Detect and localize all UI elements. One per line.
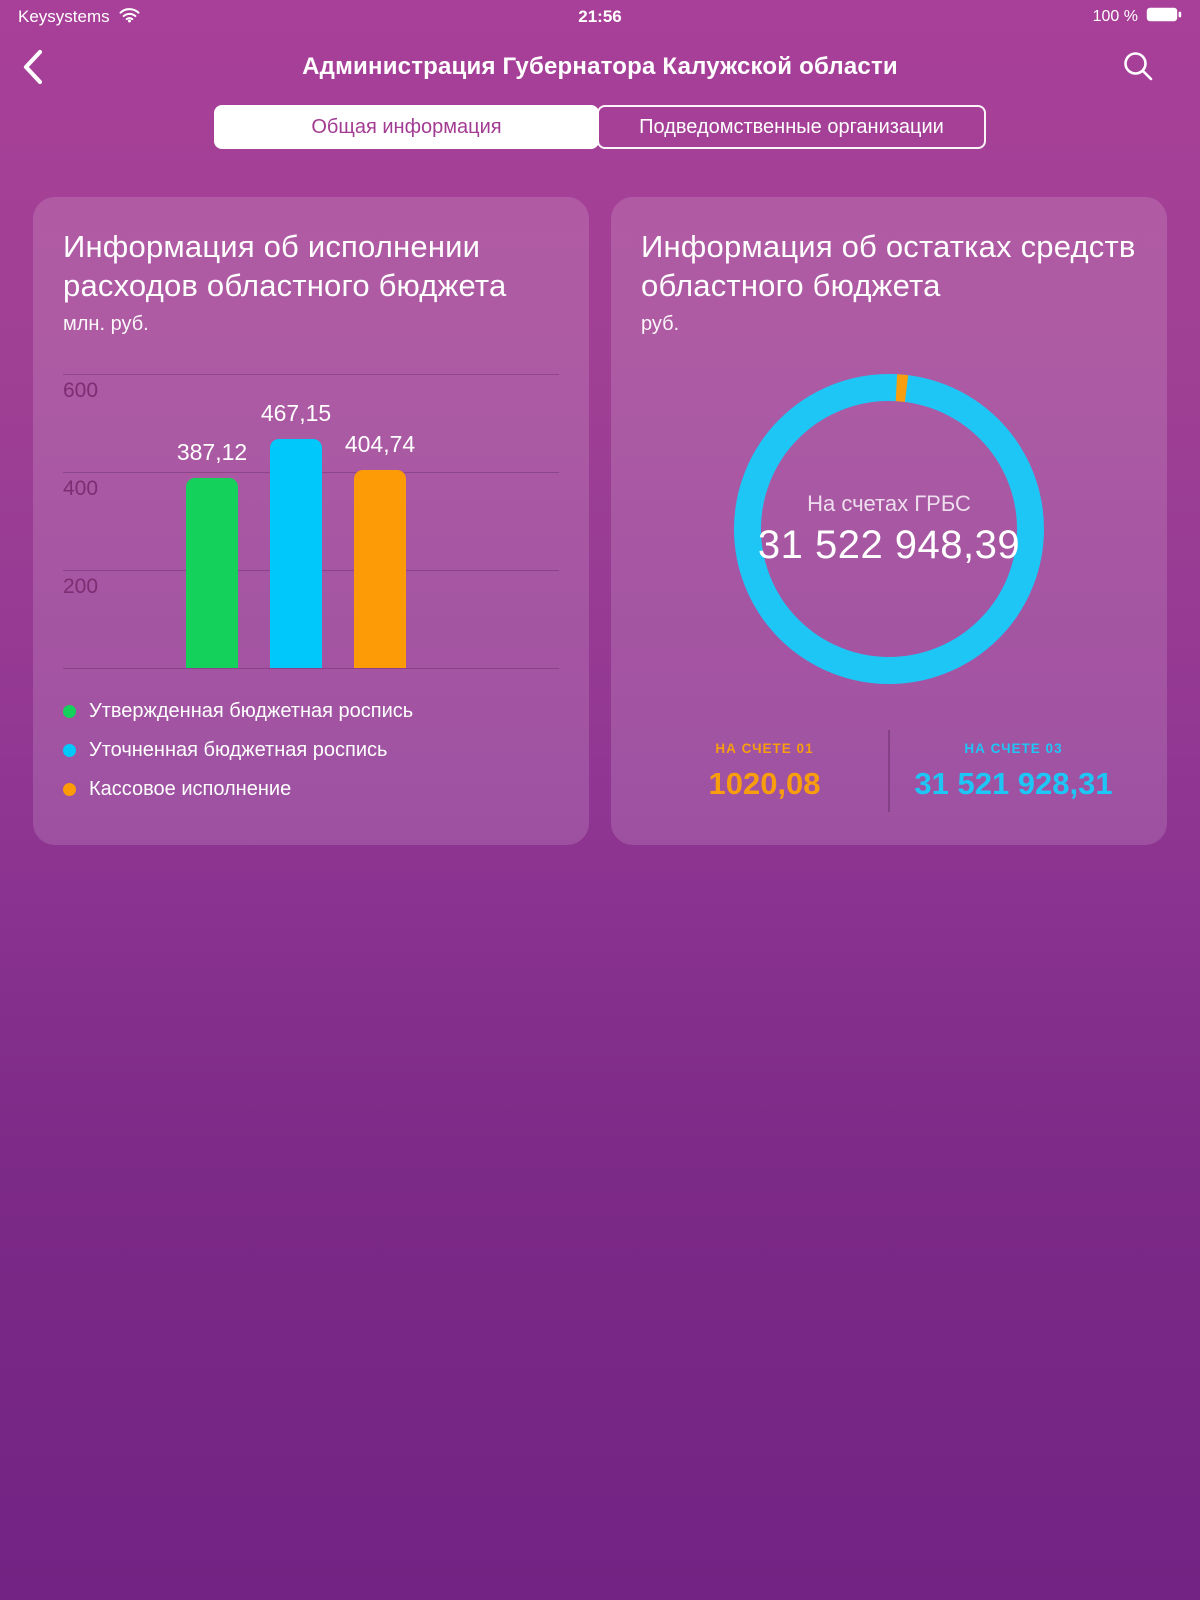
wifi-icon	[119, 7, 140, 28]
axis-tick-label: 200	[63, 575, 99, 598]
tab-subordinate-orgs[interactable]: Подведомственные организации	[597, 105, 986, 149]
tab-general-info[interactable]: Общая информация	[214, 105, 599, 149]
donut-ring	[734, 374, 1044, 684]
bar	[354, 469, 406, 668]
tab-label: Общая информация	[311, 115, 502, 138]
donut-center-value: 31 522 948,39	[757, 522, 1021, 567]
account-label: НА СЧЕТЕ 01	[715, 740, 814, 756]
donut-center-label: На счетах ГРБС	[807, 490, 971, 516]
legend-label: Утвержденная бюджетная роспись	[89, 700, 414, 722]
gridline	[63, 374, 559, 375]
carrier-label: Keysystems	[18, 7, 110, 26]
card-units: млн. руб.	[63, 313, 149, 335]
bar-legend: Утвержденная бюджетная роспись Уточненная…	[63, 700, 559, 801]
page-title: Администрация Губернатора Калужской обла…	[302, 53, 898, 80]
account-block: НА СЧЕТЕ 01 1020,08	[641, 741, 888, 802]
legend-item: Кассовое исполнение	[63, 778, 559, 801]
search-button[interactable]	[1122, 50, 1154, 82]
status-bar: Keysystems 21:56 100 %	[0, 0, 1200, 34]
legend-dot-icon	[63, 783, 76, 796]
balances-card: Информация об остатках средств областног…	[611, 197, 1167, 845]
clock: 21:56	[578, 7, 622, 26]
segmented-control: Общая информация Подведомственные органи…	[214, 105, 986, 149]
bar	[270, 439, 322, 668]
expenses-card: Информация об исполнении расходов област…	[33, 197, 589, 845]
account-value: 1020,08	[708, 765, 821, 801]
bar-value-label: 387,12	[176, 439, 248, 466]
donut-chart: На счетах ГРБС 31 522 948,39	[734, 374, 1044, 684]
account-block: НА СЧЕТЕ 03 31 521 928,31	[890, 741, 1137, 802]
gridline	[63, 668, 559, 669]
back-button[interactable]	[22, 48, 50, 86]
cards-row: Информация об исполнении расходов област…	[0, 197, 1200, 845]
bar-chart: 200 400 600 387,12 467,15 404,74	[63, 374, 559, 669]
accounts-divider	[888, 730, 890, 812]
card-title: Информация об исполнении расходов област…	[63, 229, 507, 303]
search-icon	[1124, 52, 1153, 81]
legend-label: Кассовое исполнение	[89, 778, 292, 800]
card-title: Информация об остатках средств областног…	[641, 229, 1136, 303]
accounts-row: НА СЧЕТЕ 01 1020,08 НА СЧЕТЕ 03 31 521 9…	[641, 730, 1137, 812]
bar-value-label: 467,15	[260, 400, 332, 427]
legend-item: Уточненная бюджетная роспись	[63, 739, 559, 762]
bar-value-label: 404,74	[344, 430, 416, 457]
card-units: руб.	[641, 313, 680, 335]
chevron-left-icon	[23, 49, 43, 85]
axis-tick-label: 400	[63, 477, 99, 500]
legend-item: Утвержденная бюджетная роспись	[63, 700, 559, 723]
legend-dot-icon	[63, 744, 76, 757]
tab-label: Подведомственные организации	[639, 115, 944, 138]
donut-center: На счетах ГРБС 31 522 948,39	[734, 374, 1044, 684]
legend-dot-icon	[63, 705, 76, 718]
bar	[186, 478, 238, 668]
axis-tick-label: 600	[63, 379, 99, 402]
tab-bar: Общая информация Подведомственные органи…	[0, 105, 1200, 149]
legend-label: Уточненная бюджетная роспись	[89, 739, 388, 761]
battery-icon	[1146, 7, 1182, 27]
account-value: 31 521 928,31	[914, 765, 1113, 801]
account-label: НА СЧЕТЕ 03	[964, 740, 1063, 756]
battery-percent: 100 %	[1092, 8, 1138, 25]
header: Администрация Губернатора Калужской обла…	[0, 34, 1200, 100]
